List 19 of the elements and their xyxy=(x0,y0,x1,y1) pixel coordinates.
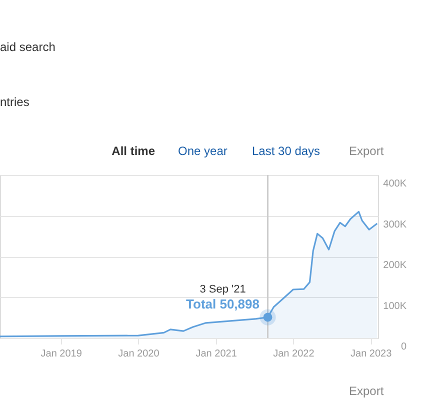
y-tick-label: 200K xyxy=(383,260,407,271)
text: One year xyxy=(178,144,228,158)
y-tick-label: 300K xyxy=(383,219,407,230)
x-tick-label: Jan 2023 xyxy=(350,348,392,360)
y-tick-label: 100K xyxy=(383,300,407,312)
x-tick-label: Jan 2019 xyxy=(40,348,82,360)
x-tick-label: Jan 2020 xyxy=(118,348,160,360)
annotation: 3 Sep '21 xyxy=(200,283,246,296)
text: All time xyxy=(112,144,156,158)
x-tick-label: Jan 2022 xyxy=(273,348,315,360)
text: Last 30 days xyxy=(252,144,320,158)
y-tick-label: 0 xyxy=(400,342,407,352)
text: ntries xyxy=(0,95,30,109)
text: Export xyxy=(349,144,384,158)
text: aid search xyxy=(0,40,56,54)
y-tick-label: 400K xyxy=(383,178,407,190)
text: Export xyxy=(349,384,384,398)
annotation: Total 50,898 xyxy=(186,296,260,312)
x-tick-label: Jan 2021 xyxy=(196,348,238,360)
